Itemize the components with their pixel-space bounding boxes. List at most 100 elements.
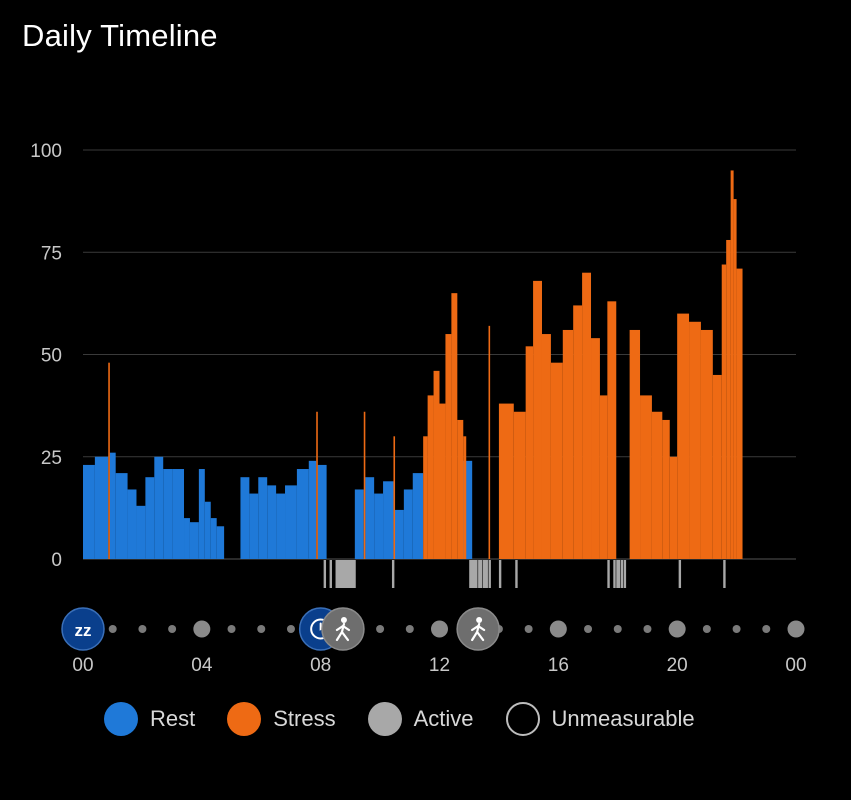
rest-bar (394, 509, 404, 559)
x-tick-label: 00 (785, 655, 806, 676)
stress-swatch (227, 702, 262, 736)
stress-bar (712, 374, 722, 559)
stress-bar (733, 199, 737, 559)
stress-bar (533, 280, 542, 559)
y-tick-label: 50 (41, 346, 62, 367)
active-tick (723, 560, 726, 588)
legend-item-unmeasurable: Unmeasurable (505, 702, 695, 736)
rest-bar (296, 469, 309, 559)
rest-bar (216, 526, 225, 559)
active-tick (485, 560, 488, 588)
active-tick (473, 560, 477, 588)
legend-item-rest: Rest (104, 702, 195, 736)
active-tick (342, 560, 346, 588)
timeline-dot (668, 620, 686, 638)
stress-bar (488, 325, 491, 559)
x-tick-label: 20 (667, 655, 688, 676)
rest-bar (198, 469, 205, 559)
stress-bar (451, 293, 458, 559)
rest-bar (317, 464, 327, 559)
rest-bar (204, 501, 211, 559)
rest-swatch (104, 702, 138, 736)
active-tick (339, 560, 343, 588)
stress-bar (573, 305, 583, 559)
y-axis-ticks: 0 25 50 75 100 (30, 141, 62, 571)
active-tick (678, 560, 682, 588)
rest-bar (354, 489, 364, 559)
active-tick (329, 560, 332, 588)
stress-bar (721, 264, 727, 559)
walking-icon[interactable] (321, 607, 365, 651)
x-axis-ticks: 00 04 08 12 16 20 00 (72, 655, 806, 676)
stress-bar (393, 436, 396, 559)
rest-bar (383, 481, 394, 559)
rest-bar (403, 489, 413, 559)
stress-bar (726, 239, 731, 560)
stress-bar (677, 313, 690, 559)
legend-item-active: Active (367, 702, 474, 736)
stress-bar (651, 411, 663, 559)
timeline-dot (286, 625, 295, 633)
walking-icon[interactable] (456, 607, 500, 651)
timeline-dot (168, 625, 177, 633)
stress-bar (629, 329, 641, 559)
bars (83, 170, 743, 560)
timeline-dot (702, 625, 711, 633)
stress-bar (607, 301, 617, 559)
svg-text:zz: zz (75, 621, 92, 640)
stress-bar (599, 395, 608, 559)
active-tick (472, 560, 475, 588)
rest-bar (249, 493, 259, 559)
rest-bar (267, 485, 277, 559)
legend-label-unmeasurable: Unmeasurable (551, 706, 695, 731)
rest-bar (172, 469, 185, 559)
sleep-icon[interactable]: zz (61, 607, 105, 651)
page-title: Daily Timeline (22, 18, 218, 53)
rest-bar (210, 518, 217, 559)
y-tick-label: 75 (41, 243, 62, 264)
stress-bar (445, 334, 452, 559)
active-tick (350, 560, 353, 588)
stress-bar (582, 272, 592, 559)
x-tick-label: 12 (429, 655, 450, 676)
rest-bar (145, 477, 155, 559)
stress-bar (736, 268, 743, 559)
timeline-dot (257, 625, 266, 633)
timeline-dot (138, 625, 147, 633)
rest-bar (374, 493, 384, 559)
stress-bar (591, 338, 600, 559)
y-tick-label: 25 (41, 448, 62, 469)
active-tick (484, 560, 487, 588)
active-tick (470, 560, 474, 588)
timeline-dot (787, 620, 805, 638)
stress-bar (427, 395, 434, 559)
stress-bar (689, 321, 701, 559)
legend-label-rest: Rest (150, 706, 196, 731)
active-tick (479, 560, 483, 588)
timeline-dot (732, 625, 741, 633)
active-tick (391, 560, 395, 588)
stress-bar (433, 370, 440, 559)
active-tick (347, 560, 350, 588)
stress-bar (316, 411, 318, 559)
active-tick (498, 560, 502, 588)
active-swatch (367, 702, 402, 736)
active-tick (475, 560, 478, 588)
rest-bar (94, 456, 109, 559)
legend-label-stress: Stress (273, 706, 336, 731)
rest-bar (127, 489, 137, 559)
rest-bar (163, 469, 173, 559)
stress-bar (662, 419, 670, 559)
rest-bar (136, 505, 146, 559)
timeline-dot (108, 625, 117, 633)
active-tick (351, 560, 355, 588)
timeline-dot (524, 625, 533, 633)
rest-bar (365, 477, 375, 559)
stress-bar (541, 334, 551, 559)
legend-item-stress: Stress (227, 702, 336, 736)
stress-bar (108, 362, 110, 559)
active-tick (613, 560, 616, 588)
stress-bar (669, 456, 678, 559)
active-tick (617, 560, 621, 588)
x-tick-label: 08 (310, 655, 331, 676)
